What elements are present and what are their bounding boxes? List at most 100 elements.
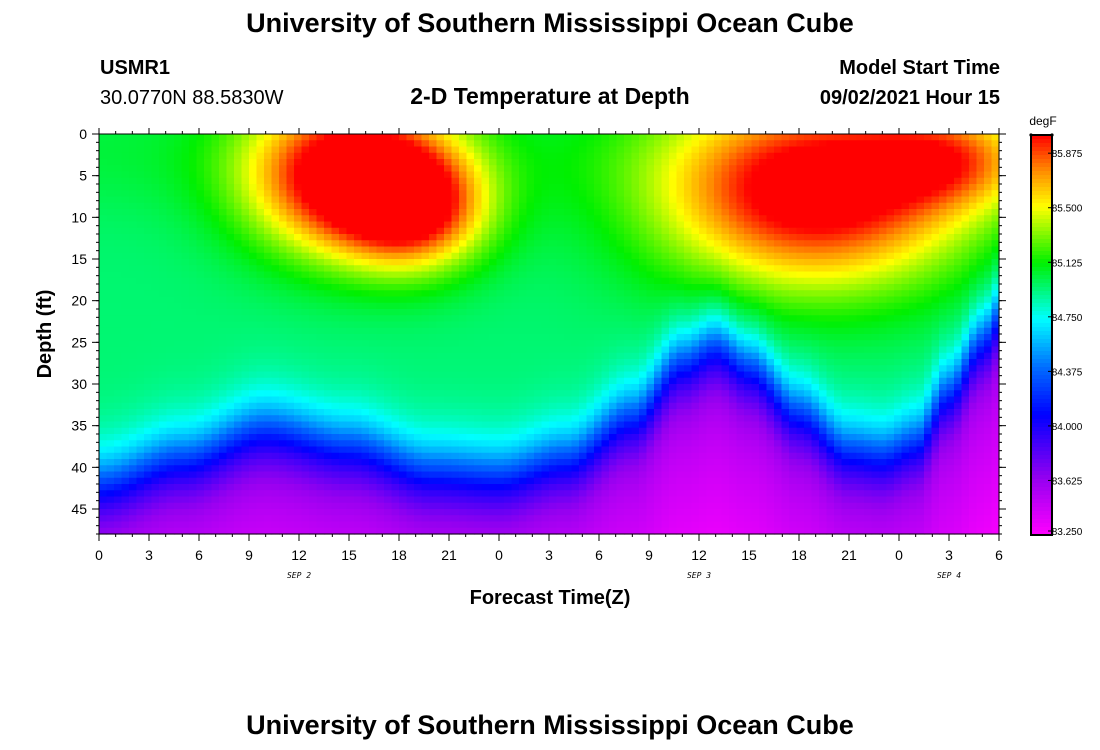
heatmap-cell (601, 477, 610, 485)
heatmap-cell (594, 221, 603, 229)
heatmap-cell (136, 465, 145, 473)
heatmap-cell (414, 496, 423, 504)
heatmap-cell (346, 171, 355, 179)
heatmap-cell (196, 159, 205, 166)
heatmap-cell (654, 384, 663, 391)
heatmap-cell (369, 146, 378, 154)
heatmap-cell (556, 209, 565, 216)
heatmap-cell (279, 515, 288, 523)
heatmap-cell (399, 165, 408, 173)
heatmap-cell (549, 134, 558, 141)
heatmap-cell (526, 377, 535, 385)
heatmap-cell (376, 252, 385, 260)
heatmap-cell (241, 446, 250, 454)
heatmap-cell (241, 190, 250, 198)
heatmap-cell (211, 146, 220, 154)
heatmap-cell (189, 352, 198, 360)
heatmap-cell (301, 509, 310, 516)
heatmap-cell (99, 402, 108, 410)
heatmap-cell (549, 415, 558, 423)
heatmap-cell (586, 159, 595, 166)
heatmap-cell (159, 459, 168, 466)
heatmap-cell (324, 359, 333, 366)
heatmap-cell (324, 527, 333, 535)
heatmap-cell (436, 521, 445, 529)
heatmap-cell (444, 315, 453, 323)
heatmap-cell (346, 265, 355, 273)
heatmap-cell (144, 196, 153, 204)
heatmap-cell (294, 452, 303, 460)
heatmap-cell (226, 315, 235, 323)
heatmap-cell (504, 396, 513, 404)
heatmap-cell (609, 315, 618, 323)
heatmap-cell (324, 346, 333, 354)
heatmap-cell (294, 146, 303, 154)
heatmap-cell (459, 477, 468, 485)
heatmap-cell (421, 521, 430, 529)
heatmap-cell (556, 459, 565, 466)
heatmap-cell (564, 390, 573, 398)
heatmap-cell (271, 221, 280, 229)
heatmap-cell (489, 352, 498, 360)
heatmap-cell (406, 384, 415, 391)
heatmap-cell (676, 496, 685, 504)
heatmap-cell (211, 296, 220, 304)
heatmap-cell (241, 140, 250, 148)
heatmap-cell (211, 346, 220, 354)
heatmap-cell (496, 140, 505, 148)
heatmap-cell (204, 490, 213, 498)
heatmap-cell (151, 515, 160, 523)
heatmap-cell (444, 202, 453, 210)
heatmap-cell (661, 196, 670, 204)
heatmap-cell (414, 340, 423, 348)
heatmap-cell (166, 246, 175, 254)
heatmap-cell (661, 190, 670, 198)
heatmap-cell (654, 471, 663, 479)
heatmap-cell (406, 190, 415, 198)
heatmap-cell (541, 334, 550, 341)
heatmap-cell (639, 252, 648, 260)
heatmap-cell (339, 459, 348, 466)
heatmap-cell (226, 302, 235, 310)
heatmap-cell (466, 271, 475, 279)
heatmap-cell (196, 421, 205, 429)
heatmap-cell (579, 284, 588, 291)
heatmap-cell (579, 277, 588, 285)
heatmap-cell (121, 434, 130, 441)
heatmap-cell (189, 471, 198, 479)
heatmap-cell (309, 365, 318, 373)
heatmap-cell (676, 471, 685, 479)
heatmap-cell (264, 177, 273, 185)
heatmap-cell (294, 509, 303, 516)
heatmap-cell (571, 277, 580, 285)
heatmap-cell (496, 159, 505, 166)
heatmap-cell (241, 365, 250, 373)
heatmap-cell (174, 227, 183, 235)
heatmap-cell (451, 190, 460, 198)
heatmap-cell (459, 134, 468, 141)
heatmap-cell (406, 346, 415, 354)
heatmap-cell (624, 271, 633, 279)
heatmap-cell (489, 440, 498, 448)
heatmap-cell (414, 434, 423, 441)
heatmap-cell (211, 402, 220, 410)
heatmap-cell (174, 327, 183, 335)
heatmap-cell (271, 184, 280, 191)
heatmap-cell (466, 284, 475, 291)
heatmap-cell (384, 146, 393, 154)
heatmap-cell (421, 215, 430, 223)
heatmap-cell (481, 234, 490, 241)
heatmap-cell (429, 177, 438, 185)
heatmap-cell (136, 152, 145, 160)
heatmap-cell (279, 396, 288, 404)
heatmap-cell (579, 271, 588, 279)
heatmap-cell (99, 484, 108, 491)
heatmap-cell (249, 284, 258, 291)
heatmap-cell (286, 252, 295, 260)
heatmap-cell (234, 196, 243, 204)
heatmap-cell (151, 427, 160, 435)
heatmap-cell (661, 509, 670, 516)
heatmap-cell (639, 265, 648, 273)
heatmap-cell (534, 259, 543, 266)
heatmap-cell (106, 171, 115, 179)
